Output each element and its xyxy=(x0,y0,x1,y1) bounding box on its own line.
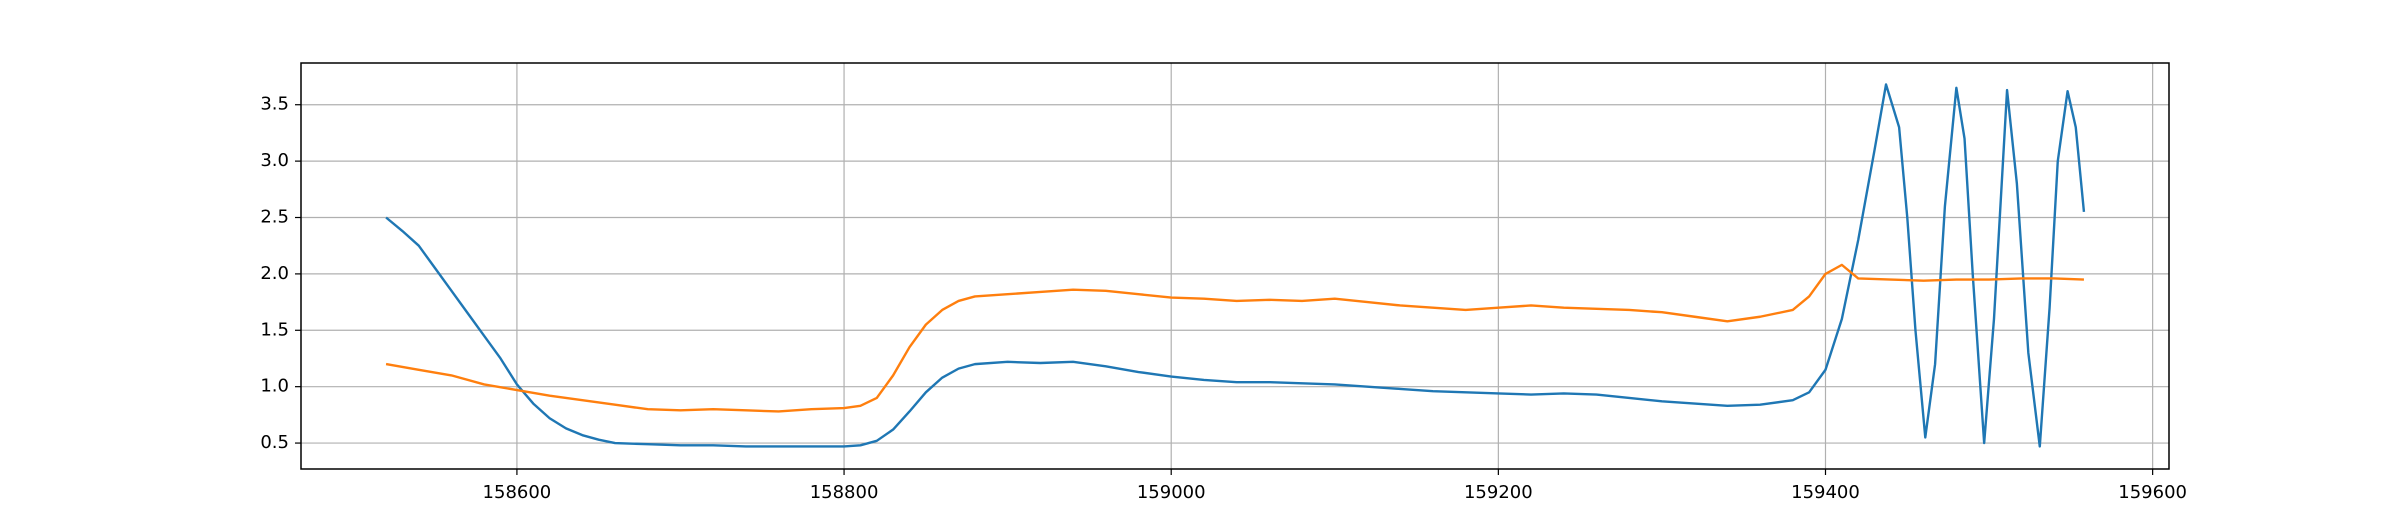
x-tick-label: 159400 xyxy=(1791,482,1860,503)
y-tick-label: 1.0 xyxy=(260,376,289,397)
y-tick-label: 3.5 xyxy=(260,94,289,115)
y-tick-label: 2.5 xyxy=(260,207,289,228)
y-tick-label: 1.5 xyxy=(260,319,289,340)
data-line xyxy=(385,83,2086,448)
x-tick-label: 158600 xyxy=(483,482,552,503)
x-tick-label: 158800 xyxy=(810,482,879,503)
lines xyxy=(385,83,2086,448)
plot-frame xyxy=(300,62,2170,470)
x-tick-label: 159200 xyxy=(1464,482,1533,503)
data-line xyxy=(385,263,2084,413)
y-tick-label: 3.0 xyxy=(260,150,289,171)
x-tick-label: 159600 xyxy=(2118,482,2187,503)
x-tick-label: 159000 xyxy=(1137,482,1206,503)
y-tick-label: 0.5 xyxy=(260,432,289,453)
y-tick-label: 2.0 xyxy=(260,263,289,284)
ticks: 158600 158800 159000 159200 159400 159600 0.5 1… xyxy=(260,94,2187,503)
grid xyxy=(301,63,2169,469)
